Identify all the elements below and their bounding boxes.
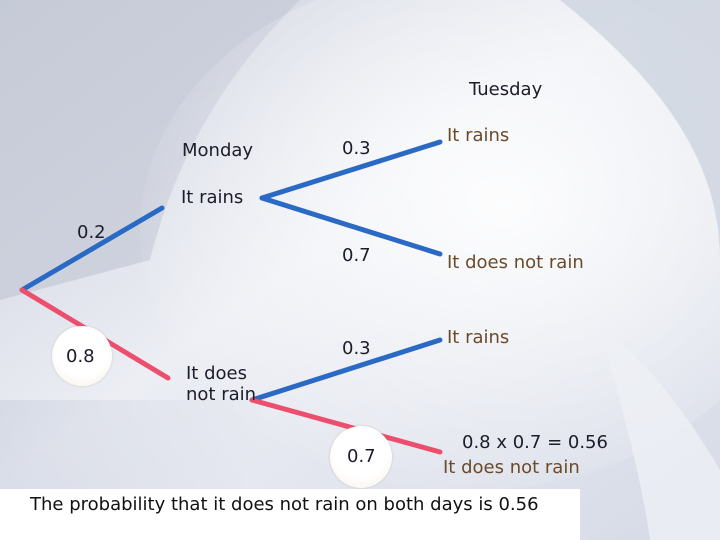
bubble-p-no-rain-second — [330, 426, 392, 488]
branch-monday-rain — [19, 205, 165, 293]
calculation-result: 0.8 x 0.7 = 0.56 — [462, 432, 608, 453]
label-no-rain-then-rain: It rains — [447, 327, 510, 348]
prob-monday-no-rain: 0.8 — [66, 346, 95, 367]
branch-no-rain-then-rain — [249, 337, 443, 403]
prob-rain-then-rain: 0.3 — [342, 138, 371, 159]
bubble-p-no-rain-first — [52, 326, 112, 386]
prob-rain-then-no-rain: 0.7 — [342, 245, 371, 266]
prob-no-rain-then-no-rain: 0.7 — [347, 446, 376, 467]
label-no-rain-then-no-rain: It does not rain — [443, 457, 580, 478]
label-rain-then-no-rain: It does not rain — [447, 252, 584, 273]
header-monday: Monday — [182, 140, 254, 161]
label-monday-rain: It rains — [181, 187, 244, 208]
conclusion-text: The probability that it does not rain on… — [30, 494, 539, 515]
header-tuesday: Tuesday — [469, 79, 543, 100]
label-rain-then-rain: It rains — [447, 125, 510, 146]
label-monday-no-rain: It does not rain — [186, 363, 257, 405]
branch-rain-then-no-rain — [259, 195, 443, 257]
branch-no-rain-then-no-rain — [249, 397, 443, 455]
prob-no-rain-then-rain: 0.3 — [342, 338, 371, 359]
branch-rain-then-rain — [259, 139, 443, 201]
conclusion-box — [0, 489, 580, 540]
prob-monday-rain: 0.2 — [77, 222, 106, 243]
